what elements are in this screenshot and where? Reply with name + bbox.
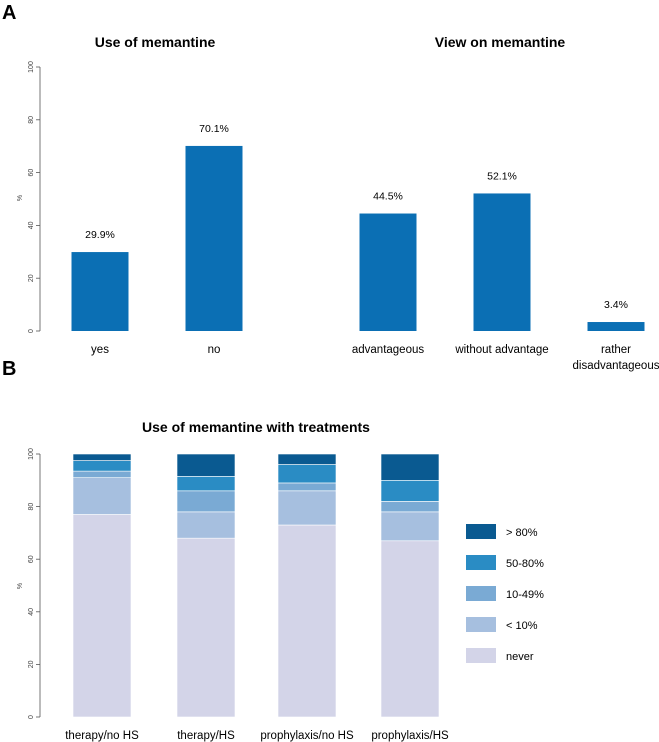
legend-label: 50-80% [506,558,544,570]
y-axis-title: % [17,195,24,201]
category-label: prophylaxis/no HS [260,730,354,742]
bar [185,145,243,331]
category-label: rather [601,344,631,356]
stacked-segment [277,482,337,492]
stacked-segment [277,453,337,465]
category-label: therapy/HS [177,730,235,742]
stacked-segment [72,514,132,718]
stacked-segment [380,479,440,502]
bar [473,193,531,331]
stacked-segment [380,501,440,513]
category-label: advantageous [352,344,425,356]
panel-a-label: A [2,2,16,24]
stacked-segment [72,477,132,515]
y-axis-title: % [17,583,24,589]
panel-b-label: B [2,358,16,380]
stacked-segment [176,537,236,718]
y-tick-label: 0 [28,329,35,333]
y-tick-label: 20 [28,660,35,668]
legend-swatch [466,555,496,570]
legend-label: < 10% [506,620,538,632]
stacked-segment [380,540,440,718]
y-tick-label: 60 [28,169,35,177]
y-tick-label: 40 [28,608,35,616]
legend-label: > 80% [506,527,538,539]
y-tick-label: 60 [28,555,35,563]
y-tick-label: 100 [28,448,35,460]
data-label: 52.1% [487,170,517,182]
legend-label: never [506,651,534,663]
chart-title-view: View on memantine [435,34,566,50]
stacked-segment [176,511,236,539]
category-label: without advantage [454,344,548,356]
y-tick-label: 20 [28,274,35,282]
stacked-segment [72,453,132,461]
y-tick-label: 100 [28,61,35,73]
bar [71,252,129,331]
bar [587,322,645,331]
y-tick-label: 0 [28,715,35,719]
category-label: prophylaxis/HS [371,730,449,742]
legend-swatch [466,648,496,663]
legend-label: 10-49% [506,589,544,601]
data-label: 29.9% [85,229,115,241]
chart-title-use: Use of memantine [95,34,216,50]
stacked-segment [176,453,236,477]
data-label: 70.1% [199,123,229,135]
stacked-segment [176,490,236,513]
bar [359,213,417,331]
category-label: disadvantageous [573,360,659,372]
category-label: yes [91,344,109,356]
stacked-segment [277,524,337,718]
legend-swatch [466,586,496,601]
data-label: 3.4% [604,299,628,311]
y-tick-label: 80 [28,116,35,124]
stacked-segment [380,453,440,481]
chart-title-treatments: Use of memantine with treatments [142,419,370,435]
legend-swatch [466,617,496,632]
stacked-segment [72,470,132,478]
category-label: therapy/no HS [65,730,139,742]
y-tick-label: 80 [28,503,35,511]
y-tick-label: 40 [28,221,35,229]
stacked-segment [72,460,132,472]
category-label: no [208,344,221,356]
stacked-segment [176,476,236,492]
stacked-segment [277,490,337,526]
stacked-segment [380,511,440,542]
data-label: 44.5% [373,191,403,203]
stacked-segment [277,464,337,484]
legend-swatch [466,524,496,539]
